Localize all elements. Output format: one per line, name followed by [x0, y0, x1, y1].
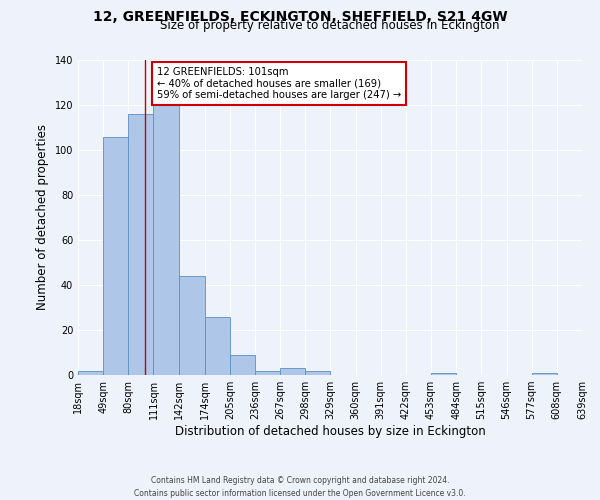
Bar: [280, 368, 305, 375]
Bar: [230, 355, 255, 375]
Bar: [103, 136, 128, 375]
Y-axis label: Number of detached properties: Number of detached properties: [36, 124, 49, 310]
Bar: [205, 316, 230, 375]
Bar: [154, 76, 179, 375]
Bar: [431, 373, 456, 375]
Bar: [128, 114, 154, 375]
Title: Size of property relative to detached houses in Eckington: Size of property relative to detached ho…: [160, 20, 500, 32]
Text: Contains HM Land Registry data © Crown copyright and database right 2024.
Contai: Contains HM Land Registry data © Crown c…: [134, 476, 466, 498]
Bar: [255, 370, 280, 375]
Text: 12, GREENFIELDS, ECKINGTON, SHEFFIELD, S21 4GW: 12, GREENFIELDS, ECKINGTON, SHEFFIELD, S…: [92, 10, 508, 24]
Bar: [78, 370, 103, 375]
Text: 12 GREENFIELDS: 101sqm
← 40% of detached houses are smaller (169)
59% of semi-de: 12 GREENFIELDS: 101sqm ← 40% of detached…: [157, 66, 401, 100]
Bar: [532, 373, 557, 375]
Bar: [305, 370, 331, 375]
Bar: [179, 276, 205, 375]
X-axis label: Distribution of detached houses by size in Eckington: Distribution of detached houses by size …: [175, 425, 485, 438]
